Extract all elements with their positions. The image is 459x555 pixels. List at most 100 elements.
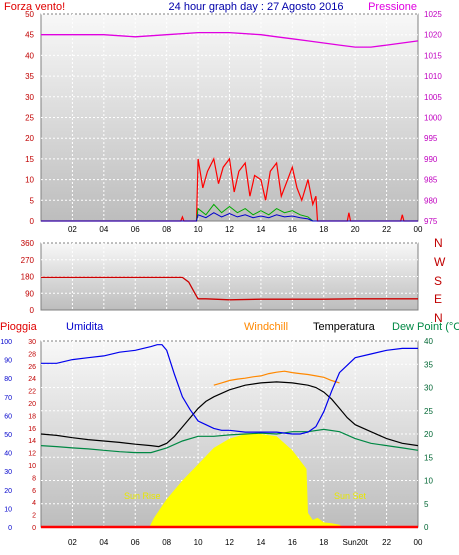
windchill-line <box>213 370 340 386</box>
wind-tick-label: 45 <box>25 31 34 40</box>
rain-tick-label: 24 <box>28 376 36 383</box>
pressure-tick-label: 975 <box>424 217 438 226</box>
legend-windchill: Windchill <box>244 321 288 333</box>
pressure-tick-label: 1005 <box>424 93 442 102</box>
panel-3-x-ticks: 02 04 06 08 10 12 14 16 18 Sun20t 22 00 <box>68 538 423 547</box>
panel-1-series <box>41 31 419 222</box>
chart-title: 24 hour graph day : 27 Agosto 2016 <box>169 1 344 13</box>
panel-1-x-tick-label: 20 <box>351 225 360 234</box>
panel-2-grid <box>41 242 418 310</box>
pressure-tick-label: 1015 <box>424 51 442 60</box>
pressure-tick-label: 1020 <box>424 31 442 40</box>
wind-direction-line <box>41 276 418 301</box>
rain-tick-label: 16 <box>28 426 36 433</box>
wind-tick-label: 15 <box>25 155 34 164</box>
humidity-tick-label: 40 <box>4 451 12 458</box>
wind-tick-label: 5 <box>30 196 35 205</box>
panel-3-x-tick-label: 02 <box>68 538 77 547</box>
panel-1-x-tick-label: 02 <box>68 225 77 234</box>
rain-tick-label: 14 <box>28 438 36 445</box>
solar-area <box>149 434 343 527</box>
panel-3-x-tick-label: Sun20t <box>342 538 368 547</box>
panel-1-x-tick-label: 08 <box>162 225 171 234</box>
panel-1-x-tick-label: 12 <box>225 225 234 234</box>
rain-tick-label: 4 <box>32 500 36 507</box>
panel-1-x-tick-label: 06 <box>131 225 140 234</box>
panel-1-x-ticks: 02 04 06 08 10 12 14 16 18 20 22 00 <box>68 225 423 234</box>
humidity-line <box>41 344 418 435</box>
pressure-line <box>41 31 419 48</box>
panel-1-x-tick-label: 16 <box>288 225 297 234</box>
panel-3-x-tick-label: 14 <box>256 538 265 547</box>
wind-axis-ticks: 0 5 10 15 20 25 30 35 40 45 50 <box>25 10 34 226</box>
rain-tick-label: 18 <box>28 413 36 420</box>
rain-tick-label: 12 <box>28 451 36 458</box>
humidity-tick-label: 70 <box>4 395 12 402</box>
rain-tick-label: 22 <box>28 389 36 396</box>
humidity-tick-label: 100 <box>0 339 12 346</box>
panel-1-x-tick-label: 18 <box>319 225 328 234</box>
panel-3-x-tick-label: 10 <box>194 538 203 547</box>
humidity-tick-label: 90 <box>4 358 12 365</box>
temperature-tick-label: 10 <box>424 477 433 486</box>
panel-3-x-tick-label: 22 <box>382 538 391 547</box>
temperature-tick-label: 35 <box>424 360 433 369</box>
temperature-tick-label: 40 <box>424 337 433 346</box>
wind-tick-label: 30 <box>25 93 34 102</box>
humidity-tick-label: 80 <box>4 376 12 383</box>
wind-speed-line-green <box>41 203 418 222</box>
rain-tick-label: 10 <box>28 463 36 470</box>
rain-tick-label: 0 <box>32 525 36 532</box>
panel-3-x-tick-label: 16 <box>288 538 297 547</box>
pressure-tick-label: 1025 <box>424 10 442 19</box>
wind-tick-label: 0 <box>30 217 35 226</box>
humidity-tick-label: 20 <box>4 488 12 495</box>
panel-1-x-tick-label: 00 <box>414 225 423 234</box>
rain-tick-label: 30 <box>28 339 36 346</box>
panel-1-x-tick-label: 04 <box>99 225 108 234</box>
rain-tick-label: 26 <box>28 364 36 371</box>
pressure-tick-label: 1010 <box>424 72 442 81</box>
wind-tick-label: 10 <box>25 176 34 185</box>
rain-tick-label: 6 <box>32 488 36 495</box>
temperature-tick-label: 20 <box>424 430 433 439</box>
pressure-axis-ticks: 975 980 985 990 995 1000 1005 1010 1015 1020 1025 <box>424 10 442 226</box>
pressure-tick-label: 985 <box>424 176 438 185</box>
wind-tick-label: 50 <box>25 10 34 19</box>
pressure-tick-label: 995 <box>424 134 438 143</box>
direction-tick-label: 270 <box>21 256 35 265</box>
legend-pioggia: Pioggia <box>0 321 38 333</box>
panel-1-x-tick-label: 22 <box>382 225 391 234</box>
humidity-tick-label: 30 <box>4 469 12 476</box>
humidity-tick-label: 10 <box>4 506 12 513</box>
temperature-tick-label: 15 <box>424 453 433 462</box>
pressure-tick-label: 1000 <box>424 114 442 123</box>
compass-label: W <box>434 255 446 269</box>
wind-tick-label: 25 <box>25 114 34 123</box>
temperature-line <box>40 381 419 448</box>
temperature-axis-ticks: 0 5 10 15 20 25 30 35 40 <box>424 337 433 532</box>
panel-1-x-tick-label: 10 <box>194 225 203 234</box>
wind-tick-label: 40 <box>25 51 34 60</box>
compass-label: S <box>434 274 442 288</box>
panel-2-series <box>41 276 418 301</box>
rain-tick-label: 8 <box>32 475 36 482</box>
rain-tick-label: 20 <box>28 401 36 408</box>
direction-tick-label: 90 <box>25 289 34 298</box>
temperature-tick-label: 5 <box>424 500 429 509</box>
temperature-tick-label: 0 <box>424 523 429 532</box>
wind-tick-label: 20 <box>25 134 34 143</box>
pressure-axis-label: Pressione <box>368 1 417 13</box>
direction-tick-label: 360 <box>21 239 35 248</box>
panel-3-x-tick-label: 18 <box>319 538 328 547</box>
pressure-tick-label: 980 <box>424 196 438 205</box>
sun-rise-label: Sun Rise <box>124 491 161 501</box>
humidity-tick-label: 50 <box>4 432 12 439</box>
legend-umidita: Umidita <box>66 321 104 333</box>
panel-3-x-tick-label: 08 <box>162 538 171 547</box>
rain-tick-label: 28 <box>28 351 36 358</box>
compass-label: E <box>434 292 442 306</box>
humidity-axis-ticks: 0 10 20 30 40 50 60 70 80 90 100 <box>0 339 12 532</box>
